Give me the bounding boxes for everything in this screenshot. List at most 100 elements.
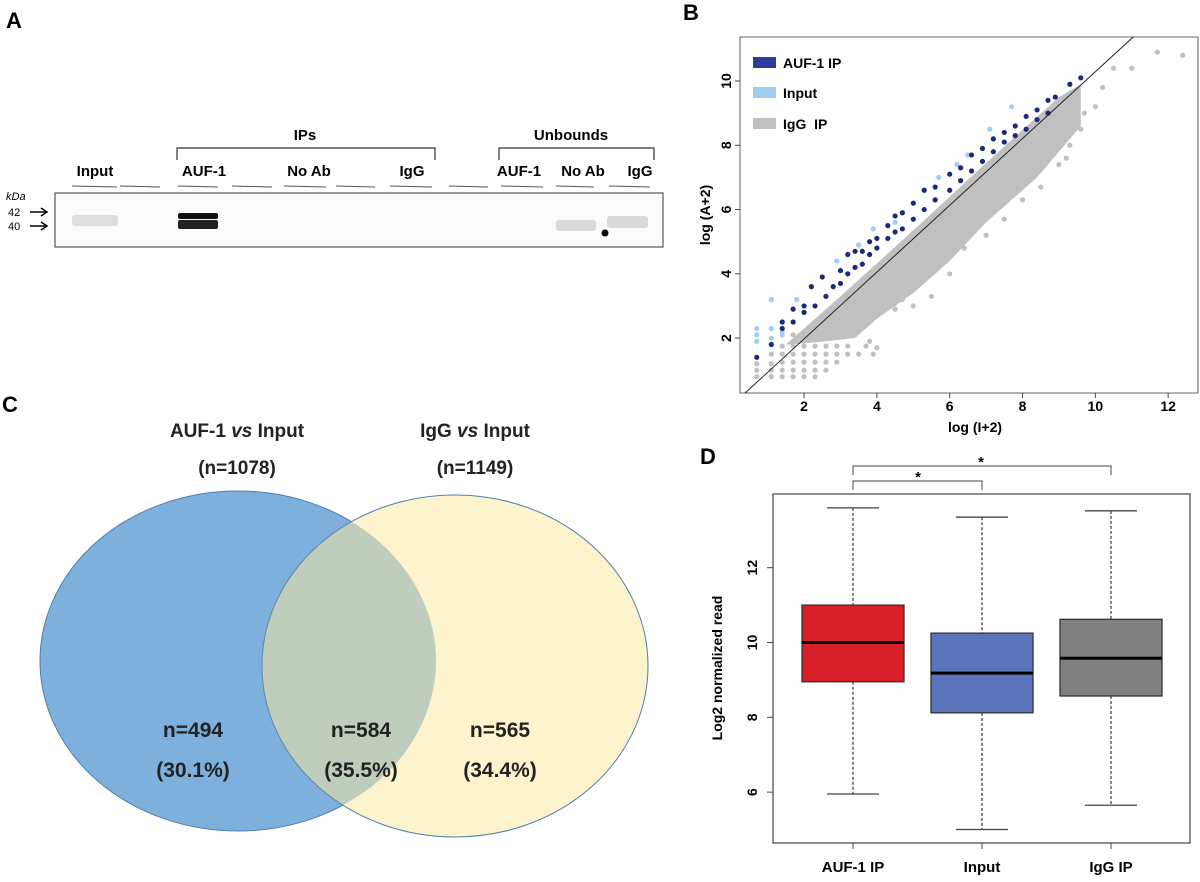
point-igg-ip [779,367,785,373]
point-igg-ip [874,345,880,351]
point-igg-ip [768,361,774,367]
point-auf-1-ip [899,226,905,232]
point-igg-ip [768,367,774,373]
point-igg-ip [1067,142,1073,148]
lane-dash [231,185,273,188]
point-input [768,325,774,332]
x-tick-label-igg-ip: IgG IP [1089,859,1132,876]
point-igg-ip [867,338,873,344]
point-igg-ip [1038,184,1044,190]
lane-dash [71,185,118,188]
point-input [779,332,785,338]
point-igg-ip [790,351,796,357]
point-igg-ip [768,374,774,380]
point-auf-1-ip [1023,113,1029,119]
lane-label-igg-unbound: IgG [628,163,653,180]
point-auf-1-ip [1001,129,1007,136]
legend-label-igg-ip: IgG IP [783,116,827,132]
point-input [768,335,774,341]
x-tick-label-auf-1-ip: AUF-1 IP [822,859,885,876]
y-tick-label: 12 [744,560,760,576]
venn-set-total-auf1: (n=1078) [198,458,276,479]
point-igg-ip [856,351,862,357]
reference-diagonal-line [744,36,1134,394]
y-tick-label: 10 [718,73,734,89]
group-label-unbounds: Unbounds [534,127,608,144]
lane-dash [119,185,161,188]
point-igg-ip [812,359,818,365]
lane-dash [555,185,595,188]
point-igg-ip [870,351,876,357]
point-igg-ip [801,351,807,357]
y-tick-label: 6 [744,788,760,796]
point-auf-1-ip [874,235,880,242]
point-auf-1-ip [885,223,891,229]
point-input [954,161,960,168]
point-igg-ip [754,367,760,373]
point-igg-ip [790,332,796,338]
point-auf-1-ip [947,171,953,177]
panel-label-b: B [683,0,699,25]
x-tick-label: 12 [1160,398,1176,414]
point-auf-1-ip [779,325,785,332]
point-input [987,126,993,132]
legend-swatch-auf1-ip [753,57,776,68]
point-igg-ip [801,374,807,380]
x-tick-label: 6 [946,398,954,414]
venn-set-title-auf1: AUF-1 vs Input [170,421,305,442]
point-auf-1-ip [979,158,986,164]
point-auf-1-ip [874,245,880,251]
point-auf-1-ip [1078,75,1084,81]
point-auf-1-ip [859,261,865,267]
point-auf-1-ip [990,136,996,142]
point-input [754,332,760,338]
point-igg-ip [1081,110,1088,116]
scatter-plot: 2 4 6 8 10 12 2 4 6 8 10 log (I+2) log (A+2) AUF-1… [697,36,1199,435]
x-tick-label: 8 [1019,398,1027,414]
point-igg-ip [779,374,785,380]
point-igg-ip [863,343,869,349]
point-igg-ip [823,359,829,365]
point-auf-1-ip [801,309,807,315]
point-igg-ip [823,343,829,349]
point-input [768,296,774,303]
band-auf1-40 [178,220,218,229]
lane-label-auf1-ip: AUF-1 [182,163,226,180]
unbounds-bracket [498,147,655,160]
band-igg-unbound [607,216,648,228]
point-igg-ip [1019,197,1026,203]
point-auf-1-ip [910,216,916,222]
point-auf-1-ip [823,293,829,299]
point-igg-ip [823,367,829,373]
venn-region-right-count: n=565 [470,719,530,742]
point-igg-ip [768,351,774,357]
point-auf-1-ip [779,319,785,325]
point-igg-ip [834,351,840,357]
x-tick-label: 10 [1088,398,1104,414]
y-tick-label: 6 [718,205,734,213]
point-auf-1-ip [947,187,953,193]
marker-42: 42 [8,207,20,219]
point-igg-ip [834,343,840,349]
marker-40: 40 [8,221,20,233]
arrow-42-icon [30,207,49,217]
point-input [892,219,898,225]
venn-diagram: AUF-1 vs Input (n=1078) IgG vs Input (n=… [39,421,649,838]
point-auf-1-ip [990,149,996,155]
point-igg-ip [903,287,909,293]
point-igg-ip [812,343,818,349]
lane-label-input: Input [77,163,114,180]
point-igg-ip [947,271,953,277]
point-input [754,338,760,344]
point-auf-1-ip [1012,133,1018,139]
significance-star-auf1-input: * [915,469,921,486]
venn-region-right-pct: (34.4%) [463,759,537,782]
point-auf-1-ip [921,187,927,193]
point-auf-1-ip [801,303,807,309]
point-igg-ip [801,359,807,365]
point-auf-1-ip [830,284,836,290]
point-igg-ip [1100,84,1106,91]
point-auf-1-ip [790,319,796,325]
box-plot-y-axis-label: Log2 normalized read [709,596,725,741]
point-auf-1-ip [845,271,851,277]
